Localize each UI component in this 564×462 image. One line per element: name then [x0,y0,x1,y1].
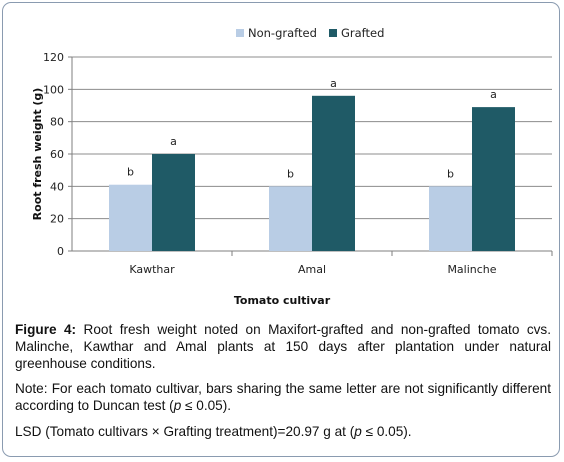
figure-label: Figure 4: [15,322,77,337]
x-tick-label: Malinche [447,263,496,276]
legend-label: Non-grafted [248,26,317,40]
bars [109,95,515,251]
x-tick-label: Amal [298,263,326,276]
significance-letter: b [287,167,294,180]
bar-non-grafted-kawthar [109,184,152,251]
lsd-p: p [354,424,362,439]
bar-non-grafted-malinche [429,186,472,251]
legend: Non-grafted Grafted [236,26,384,40]
note-p: p [173,398,182,413]
bar-grafted-malinche [472,107,515,251]
y-tick-label: 20 [50,213,64,226]
y-tick-label: 120 [43,51,64,64]
y-tick-label: 60 [50,148,64,161]
y-tick-label: 0 [57,245,64,258]
significance-letter: a [330,77,337,90]
y-tick-label: 40 [50,180,64,193]
lsd-text: LSD (Tomato cultivars × Grafting treatme… [15,423,551,440]
note-text: Note: For each tomato cultivar, bars sha… [15,380,551,414]
note-prefix: Note: For each tomato cultivar, bars sha… [15,381,551,413]
legend-label: Grafted [341,26,384,40]
significance-letter: a [490,88,497,101]
significance-letter: a [170,135,177,148]
legend-swatch [236,29,244,37]
bar-grafted-kawthar [152,154,195,251]
significance-letter: b [447,167,454,180]
bar-grafted-amal [312,95,355,251]
lsd-suffix: ≤ 0.05). [361,424,412,439]
y-tick-label: 100 [43,83,64,96]
significance-letter: b [127,166,134,179]
note-suffix: ≤ 0.05). [181,398,232,413]
y-axis-title: Root fresh weight (g) [31,88,44,221]
data-labels: b a b a b a [127,77,497,181]
bar-non-grafted-amal [269,186,312,251]
figure-text: Root fresh weight noted on Maxifort-graf… [15,322,552,371]
x-tick-label: Kawthar [129,263,175,276]
lsd-prefix: LSD (Tomato cultivars × Grafting treatme… [15,424,355,439]
x-axis-title: Tomato cultivar [234,294,331,307]
legend-swatch [329,29,337,37]
figure-caption: Figure 4: Root fresh weight noted on Max… [15,321,551,372]
y-tick-label: 80 [50,116,64,129]
